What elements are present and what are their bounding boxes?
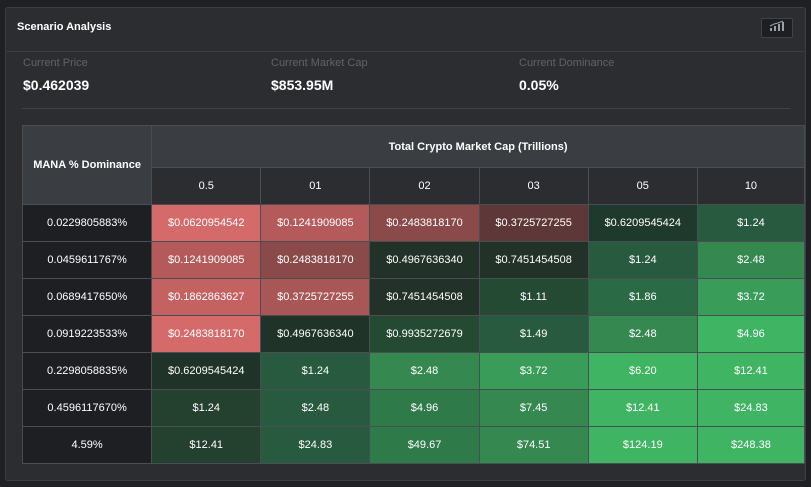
column-header: 0.5 — [151, 167, 262, 205]
table-cell: $1.24 — [260, 352, 371, 390]
stat-label: Current Market Cap — [271, 57, 368, 69]
panel-title: Scenario Analysis — [17, 21, 112, 33]
chart-view-button[interactable] — [761, 18, 793, 38]
column-header: 05 — [587, 167, 698, 205]
table-cell: $24.83 — [696, 389, 806, 427]
table-cell: $1.24 — [151, 389, 262, 427]
table-cell: $24.83 — [260, 426, 371, 464]
table-row: 0.0229805883% $0.0620954542 $0.1241909085 $… — [21, 204, 806, 242]
table-cell: $0.1241909085 — [260, 204, 371, 242]
table-cell: $74.51 — [478, 426, 589, 464]
row-header: 0.4596117670% — [21, 389, 153, 427]
stat-value: $0.462039 — [23, 77, 90, 93]
table-cell: $2.48 — [696, 241, 806, 279]
column-header-row: 0.5 01 02 03 05 10 — [23, 167, 806, 205]
table-cell: $4.96 — [369, 389, 480, 427]
table-cell: $12.41 — [151, 426, 262, 464]
table-cell: $2.48 — [260, 389, 371, 427]
scenario-analysis-panel: Scenario Analysis Current Price $0.46203… — [5, 7, 806, 481]
table-row: 0.0919223533% $0.2483818170 $0.4967636340 $… — [21, 315, 806, 353]
table-row: 0.0689417650% $0.1862863627 $0.3725727255 $… — [21, 278, 806, 316]
table-cell: $1.24 — [696, 204, 806, 242]
table-cell: $4.96 — [696, 315, 806, 353]
column-header: 10 — [696, 167, 806, 205]
table-row: 0.0459611767% $0.1241909085 $0.2483818170 $… — [21, 241, 806, 279]
table-row: 0.4596117670% $1.24 $2.48 $4.96 $7.45 $12.41 $… — [21, 389, 806, 427]
stat-label: Current Price — [23, 57, 88, 69]
table-cell: $0.2483818170 — [260, 241, 371, 279]
row-header: 4.59% — [21, 426, 153, 464]
stat-label: Current Dominance — [519, 57, 615, 69]
table-cell: $0.7451454508 — [369, 278, 480, 316]
column-header: 02 — [369, 167, 480, 205]
table-cell: $0.9935272679 — [369, 315, 480, 353]
table-cell: $0.4967636340 — [260, 315, 371, 353]
table-cell: $1.24 — [587, 241, 698, 279]
table-cell: $49.67 — [369, 426, 480, 464]
row-header: 0.0229805883% — [21, 204, 153, 242]
table-row: 4.59% $12.41 $24.83 $49.67 $74.51 $124.19 $248… — [21, 426, 806, 464]
row-header: 0.0919223533% — [21, 315, 153, 353]
column-header: 03 — [478, 167, 589, 205]
row-header: 0.2298058835% — [21, 352, 153, 390]
stat-current-dominance: Current Dominance 0.05% — [519, 57, 614, 93]
table-cell: $1.86 — [587, 278, 698, 316]
market-cap-header: Total Crypto Market Cap (Trillions) — [151, 125, 805, 168]
panel-header: Scenario Analysis — [6, 8, 805, 52]
table-cell: $2.48 — [369, 352, 480, 390]
stat-value: $853.95M — [271, 77, 334, 93]
scenario-table: MANA % Dominance Total Crypto Market Cap… — [21, 125, 806, 464]
column-header: 01 — [260, 167, 371, 205]
table-cell: $1.11 — [478, 278, 589, 316]
table-row: 0.2298058835% $0.6209545424 $1.24 $2.48 $3.7… — [21, 352, 806, 390]
row-header: 0.0459611767% — [21, 241, 153, 279]
table-cell: $7.45 — [478, 389, 589, 427]
table-cell: $2.48 — [587, 315, 698, 353]
table-cell: $0.1241909085 — [151, 241, 262, 279]
table-cell: $0.0620954542 — [151, 204, 262, 242]
table-cell: $6.20 — [587, 352, 698, 390]
table-cell: $0.4967636340 — [369, 241, 480, 279]
table-cell: $0.2483818170 — [369, 204, 480, 242]
divider — [22, 108, 790, 109]
table-cell: $12.41 — [696, 352, 806, 390]
table-cell: $248.38 — [696, 426, 806, 464]
corner-header: MANA % Dominance — [21, 125, 153, 205]
table-cell: $0.1862863627 — [151, 278, 262, 316]
table-body: 0.0229805883% $0.0620954542 $0.1241909085 $… — [21, 204, 806, 464]
table-cell: $0.6209545424 — [151, 352, 262, 390]
table-cell: $0.6209545424 — [587, 204, 698, 242]
table-cell: $12.41 — [587, 389, 698, 427]
table-cell: $0.3725727255 — [478, 204, 589, 242]
bar-chart-icon — [769, 19, 785, 37]
row-header: 0.0689417650% — [21, 278, 153, 316]
stat-current-price: Current Price $0.462039 — [23, 57, 89, 93]
table-cell: $1.49 — [478, 315, 589, 353]
table-cell: $3.72 — [478, 352, 589, 390]
stat-current-market-cap: Current Market Cap $853.95M — [271, 57, 368, 93]
stat-value: 0.05% — [519, 77, 559, 93]
stats-row: Current Price $0.462039 Current Market C… — [23, 57, 789, 107]
table-cell: $3.72 — [696, 278, 806, 316]
table-cell: $0.7451454508 — [478, 241, 589, 279]
table-cell: $124.19 — [587, 426, 698, 464]
table-cell: $0.3725727255 — [260, 278, 371, 316]
table-cell: $0.2483818170 — [151, 315, 262, 353]
